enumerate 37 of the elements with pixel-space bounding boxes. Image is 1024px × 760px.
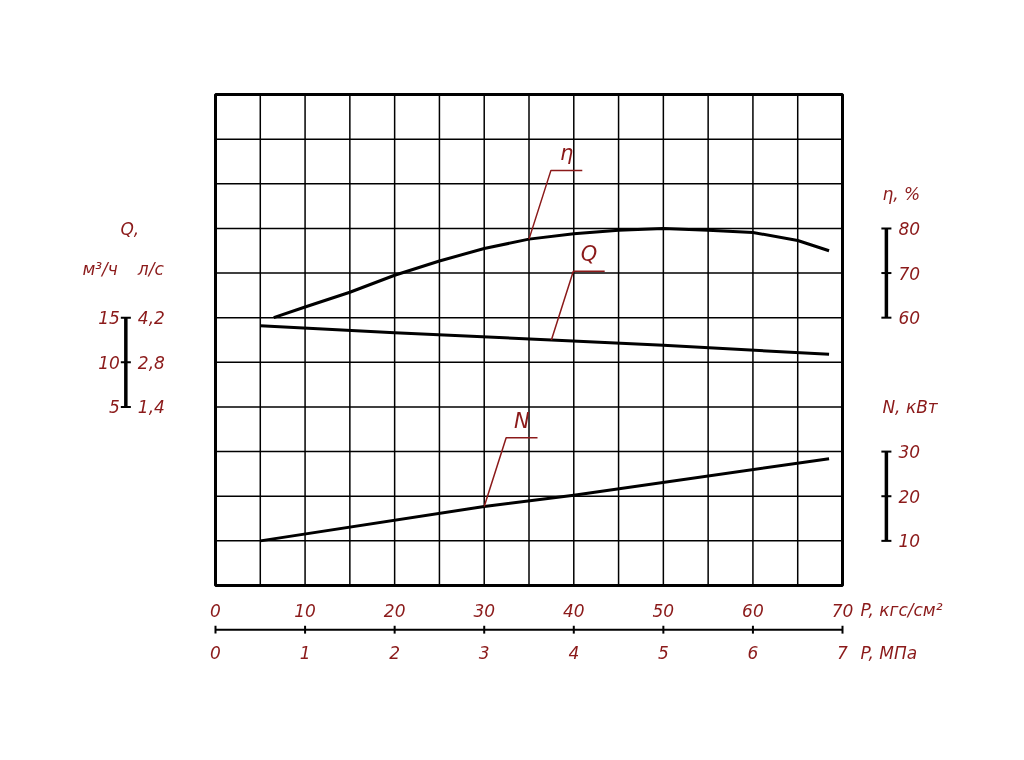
y2-axis-title: л/с [136,258,165,279]
y-axis-title: м³/ч [82,258,118,279]
x-tick-label: 20 [383,600,406,621]
y2-tick-label: 1,4 [137,397,165,418]
x2-tick-label: 3 [478,643,490,664]
y3-tick-label: 60 [898,308,921,329]
y-tick-label: 10 [98,352,120,373]
y3-tick-label: 80 [898,218,921,239]
y3-tick-label: 10 [898,531,921,552]
x-tick-label: 40 [562,600,585,621]
x-axis-title: P, кгс/см² [860,600,943,621]
y3-tick-label: 30 [898,442,921,463]
y2-tick-label: 2,8 [137,352,166,373]
text: Q, [120,219,140,240]
y3-tick-label: 20 [898,486,921,507]
x2-axis-title: P, МПа [860,642,918,663]
y-tick-label: 5 [109,397,120,418]
x2-tick-label: 2 [389,643,401,664]
x-tick-label: 10 [294,600,316,621]
y-tick-label: 15 [98,308,120,329]
text: N, кВт [882,397,939,418]
x-tick-label: 60 [742,600,764,621]
x-tick-label: 0 [210,600,221,621]
x2-tick-label: 7 [837,643,849,664]
text: η [559,141,574,166]
x-tick-label: 70 [831,600,854,621]
x2-tick-label: 4 [568,643,580,664]
y3-tick-label: 70 [898,263,921,284]
x-tick-label: 50 [652,600,675,621]
x2-tick-label: 5 [657,643,669,664]
y2-tick-label: 4,2 [137,308,165,329]
text: Q [580,242,598,267]
y3-axis-title: η, % [882,184,921,205]
x2-tick-label: 6 [747,643,759,664]
x2-tick-label: 0 [210,643,221,664]
x2-tick-label: 1 [299,643,311,664]
x-tick-label: 30 [473,600,496,621]
